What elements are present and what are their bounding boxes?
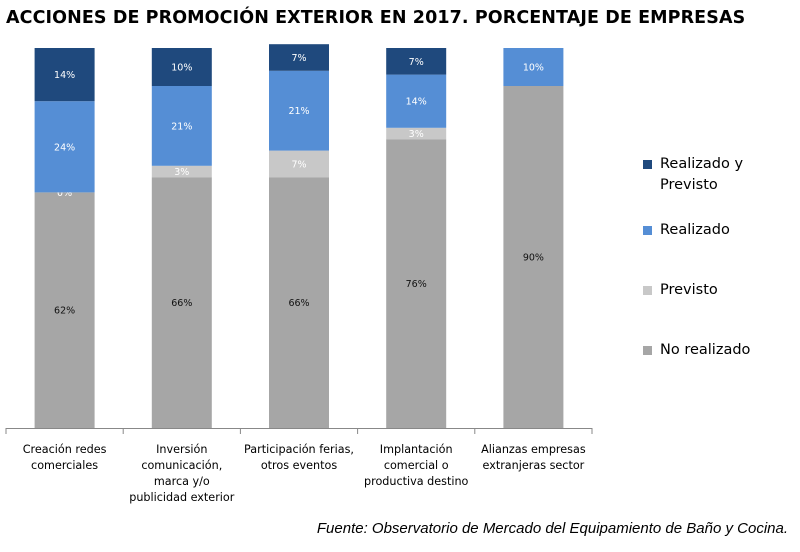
legend-label: Realizado y Previsto	[660, 156, 744, 193]
x-tick-label: Creación redes comerciales	[23, 443, 107, 472]
bar-segment	[151, 177, 212, 428]
bar-segment	[386, 139, 447, 428]
legend-label: No realizado	[660, 342, 751, 358]
legend-item: Previsto	[643, 280, 780, 301]
bar-segment	[34, 101, 95, 193]
data-label: 66%	[288, 298, 309, 309]
data-label: 3%	[174, 167, 189, 178]
data-label: 90%	[523, 253, 544, 264]
x-tick-label: Implantación comercial o productiva destin…	[364, 443, 469, 488]
legend-swatch	[643, 160, 652, 169]
legend-item: Realizado y Previsto	[643, 154, 780, 196]
data-label: 10%	[523, 63, 544, 74]
data-label: 14%	[54, 70, 75, 81]
bar-segment	[269, 177, 329, 428]
data-label: 66%	[171, 298, 192, 309]
bar-segment	[151, 48, 212, 86]
data-label: 0%	[57, 188, 72, 199]
legend-label: Realizado	[660, 222, 730, 238]
bar-segment	[34, 192, 95, 428]
legend-item: No realizado	[643, 340, 780, 361]
data-label: 7%	[291, 53, 306, 64]
data-label: 7%	[409, 57, 424, 68]
data-label: 76%	[406, 279, 427, 290]
bar-segment	[269, 70, 329, 151]
source-note: Fuente: Observatorio de Mercado del Equi…	[316, 520, 788, 537]
data-label: 7%	[291, 159, 306, 170]
bar-segment	[151, 165, 212, 178]
bar-segment	[151, 86, 212, 166]
data-label: 10%	[171, 63, 192, 74]
legend-swatch	[643, 286, 652, 295]
data-label: 24%	[54, 142, 75, 153]
legend-swatch	[643, 226, 652, 235]
bar-segment	[269, 150, 329, 178]
bar-segment	[386, 74, 447, 128]
bar-segment	[34, 48, 95, 102]
bar-segment	[386, 48, 447, 75]
bar-segment	[503, 86, 564, 428]
data-label: 3%	[409, 129, 424, 140]
legend-label: Previsto	[660, 282, 718, 298]
data-label: 14%	[406, 97, 427, 108]
bar-segment	[503, 48, 564, 86]
x-tick-label: Alianzas empresas extranjeras sector	[481, 443, 586, 472]
data-label: 62%	[54, 306, 75, 317]
data-label: 21%	[171, 121, 192, 132]
x-tick-label: Participación ferias, otros eventos	[244, 443, 354, 472]
x-tick-label: Inversión comunicación, marca y/o publicida…	[129, 443, 235, 504]
legend-item: Realizado	[643, 220, 780, 241]
chart-title: ACCIONES DE PROMOCIÓN EXTERIOR EN 2017. …	[6, 8, 746, 28]
legend-swatch	[643, 346, 652, 355]
bar-segment	[386, 127, 447, 140]
bar-segment	[269, 44, 329, 71]
data-label: 21%	[288, 106, 309, 117]
